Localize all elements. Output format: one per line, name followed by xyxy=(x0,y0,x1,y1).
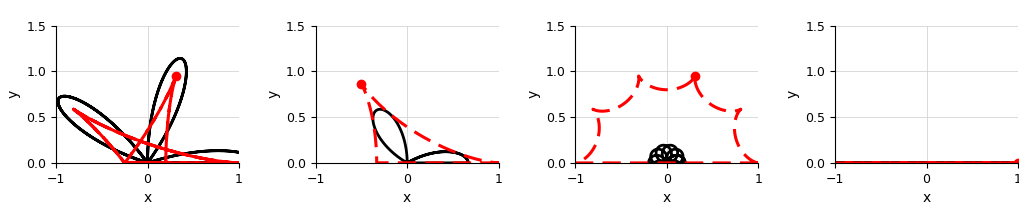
X-axis label: x: x xyxy=(403,191,411,205)
X-axis label: x: x xyxy=(662,191,671,205)
X-axis label: x: x xyxy=(921,191,929,205)
Y-axis label: y: y xyxy=(785,90,799,98)
X-axis label: x: x xyxy=(144,191,152,205)
Y-axis label: y: y xyxy=(266,90,280,98)
Y-axis label: y: y xyxy=(7,90,20,98)
Y-axis label: y: y xyxy=(526,90,540,98)
